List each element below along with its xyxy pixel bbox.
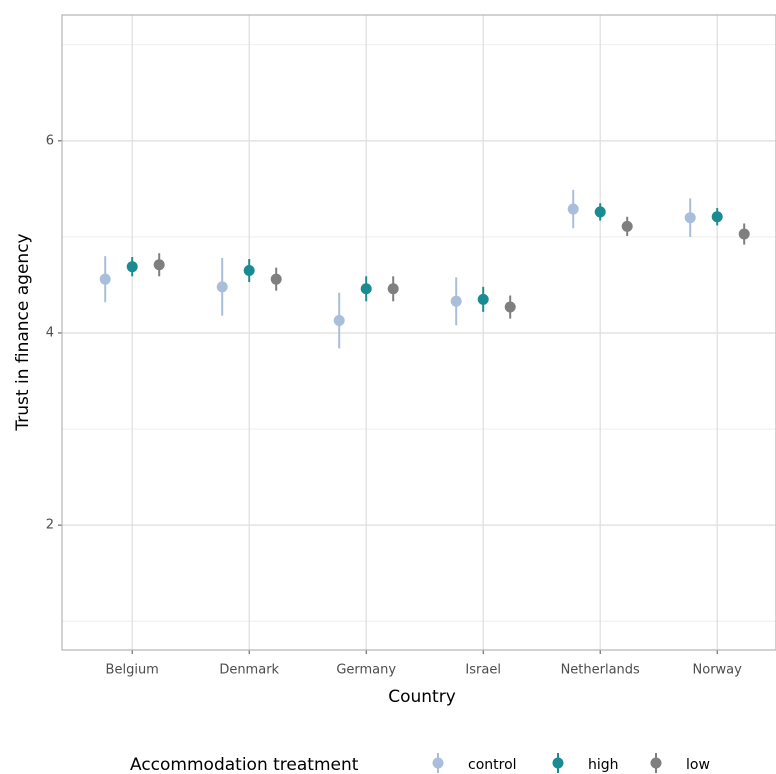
point bbox=[684, 212, 696, 224]
point bbox=[621, 220, 633, 232]
point bbox=[126, 261, 138, 273]
y-tick-label: 2 bbox=[46, 518, 54, 533]
y-tick-label: 6 bbox=[46, 133, 54, 148]
legend-label: low bbox=[686, 757, 710, 773]
point bbox=[738, 228, 750, 240]
legend-item bbox=[432, 753, 444, 773]
legend-label: high bbox=[588, 757, 619, 773]
point bbox=[504, 301, 516, 313]
point bbox=[243, 265, 255, 277]
x-tick-label: Netherlands bbox=[561, 663, 640, 678]
legend-item bbox=[650, 753, 662, 773]
point bbox=[711, 211, 723, 223]
x-tick-label: Norway bbox=[693, 663, 743, 678]
x-tick-label: Belgium bbox=[106, 663, 159, 678]
y-tick-label: 4 bbox=[46, 325, 54, 340]
point bbox=[333, 314, 345, 326]
point bbox=[594, 206, 606, 218]
legend-item bbox=[552, 753, 564, 773]
x-axis-title: Country bbox=[388, 687, 456, 707]
x-tick-label: Germany bbox=[336, 663, 396, 678]
point bbox=[450, 295, 462, 307]
panel-border bbox=[61, 14, 776, 651]
point bbox=[477, 293, 489, 305]
legend-label: control bbox=[468, 757, 517, 773]
point bbox=[216, 281, 228, 293]
legend-key-point bbox=[552, 757, 564, 769]
legend-key-point bbox=[432, 757, 444, 769]
x-tick-label: Israel bbox=[465, 663, 501, 678]
point bbox=[360, 283, 372, 295]
legend-title: Accommodation treatment bbox=[130, 755, 359, 774]
point bbox=[567, 203, 579, 215]
point bbox=[99, 273, 111, 285]
point bbox=[387, 283, 399, 295]
point bbox=[153, 259, 165, 271]
legend-key-point bbox=[650, 757, 662, 769]
point bbox=[270, 273, 282, 285]
y-axis-title: Trust in finance agency bbox=[13, 233, 33, 431]
x-tick-label: Denmark bbox=[219, 663, 279, 678]
